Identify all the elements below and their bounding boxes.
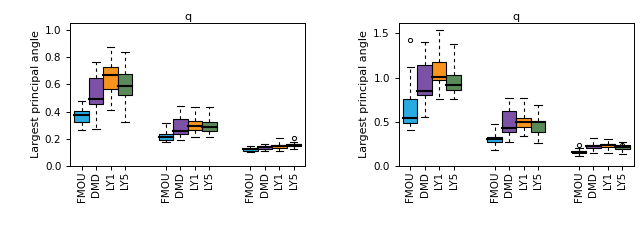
Bar bbox=[118, 74, 132, 94]
Bar bbox=[487, 137, 502, 142]
Bar bbox=[272, 145, 287, 148]
Bar bbox=[502, 111, 516, 132]
Bar bbox=[586, 145, 601, 148]
Bar bbox=[258, 146, 272, 149]
Bar bbox=[432, 62, 446, 80]
Bar bbox=[202, 122, 217, 132]
Bar bbox=[103, 67, 118, 89]
Bar bbox=[243, 148, 258, 151]
Y-axis label: Largest principal angle: Largest principal angle bbox=[359, 30, 369, 159]
Bar bbox=[287, 144, 301, 146]
Bar bbox=[188, 121, 202, 130]
Bar bbox=[516, 118, 531, 127]
Bar bbox=[159, 134, 173, 140]
Bar bbox=[74, 111, 89, 122]
Title: q: q bbox=[513, 12, 520, 22]
Bar bbox=[446, 75, 461, 90]
Bar bbox=[601, 144, 615, 147]
Bar bbox=[572, 151, 586, 152]
Bar bbox=[615, 145, 630, 149]
Bar bbox=[531, 121, 545, 132]
Bar bbox=[417, 65, 432, 95]
Bar bbox=[89, 78, 103, 104]
Bar bbox=[403, 99, 417, 123]
Title: q: q bbox=[184, 12, 191, 22]
Bar bbox=[173, 119, 188, 134]
Y-axis label: Largest principal angle: Largest principal angle bbox=[31, 30, 41, 159]
